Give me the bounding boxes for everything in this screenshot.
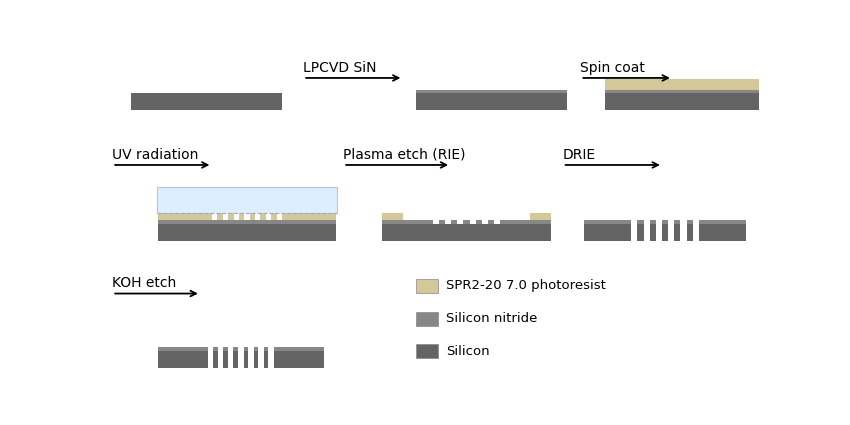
Bar <box>469 221 476 224</box>
Bar <box>132 94 281 110</box>
Bar <box>158 212 336 221</box>
Bar <box>643 221 649 241</box>
Bar <box>482 221 488 224</box>
Bar <box>158 348 324 351</box>
Bar <box>382 221 551 224</box>
Text: KOH etch: KOH etch <box>112 277 177 290</box>
Text: LPCVD SiN: LPCVD SiN <box>303 61 377 75</box>
Bar <box>244 212 250 221</box>
Bar <box>605 94 759 110</box>
Bar <box>605 79 759 90</box>
Text: UV radiation: UV radiation <box>112 148 199 162</box>
Bar <box>234 212 239 221</box>
Bar <box>158 351 324 368</box>
Bar <box>457 221 463 224</box>
Bar <box>681 221 687 241</box>
Bar <box>445 221 451 224</box>
Bar <box>433 221 439 224</box>
Bar <box>158 221 336 224</box>
Bar <box>416 312 438 326</box>
Bar <box>228 348 234 368</box>
Bar <box>276 212 282 221</box>
Bar <box>212 212 218 221</box>
Bar <box>266 212 271 221</box>
Bar <box>584 221 746 224</box>
Bar <box>416 94 566 110</box>
Bar <box>223 212 228 221</box>
Text: SPR2-20 7.0 photoresist: SPR2-20 7.0 photoresist <box>445 279 605 292</box>
Bar <box>268 348 274 368</box>
Bar <box>494 221 501 224</box>
Bar <box>248 348 253 368</box>
Bar <box>218 348 224 368</box>
Bar <box>382 224 551 241</box>
Text: Spin coat: Spin coat <box>581 61 645 75</box>
Bar <box>656 221 662 241</box>
Bar <box>416 344 438 358</box>
Bar <box>530 212 551 221</box>
Text: Silicon: Silicon <box>445 345 490 358</box>
Bar <box>693 221 699 241</box>
Text: DRIE: DRIE <box>563 148 596 162</box>
Bar <box>584 224 746 241</box>
Bar <box>258 348 264 368</box>
Bar <box>238 348 243 368</box>
Text: Plasma etch (RIE): Plasma etch (RIE) <box>343 148 466 162</box>
Bar <box>668 221 674 241</box>
Bar <box>416 279 438 293</box>
Bar <box>255 212 260 221</box>
Bar <box>208 348 213 368</box>
Bar <box>416 90 566 94</box>
Bar <box>605 90 759 94</box>
Bar <box>632 221 638 241</box>
Bar <box>158 224 336 241</box>
Bar <box>382 212 403 221</box>
Bar <box>157 187 337 212</box>
Text: Silicon nitride: Silicon nitride <box>445 312 537 326</box>
